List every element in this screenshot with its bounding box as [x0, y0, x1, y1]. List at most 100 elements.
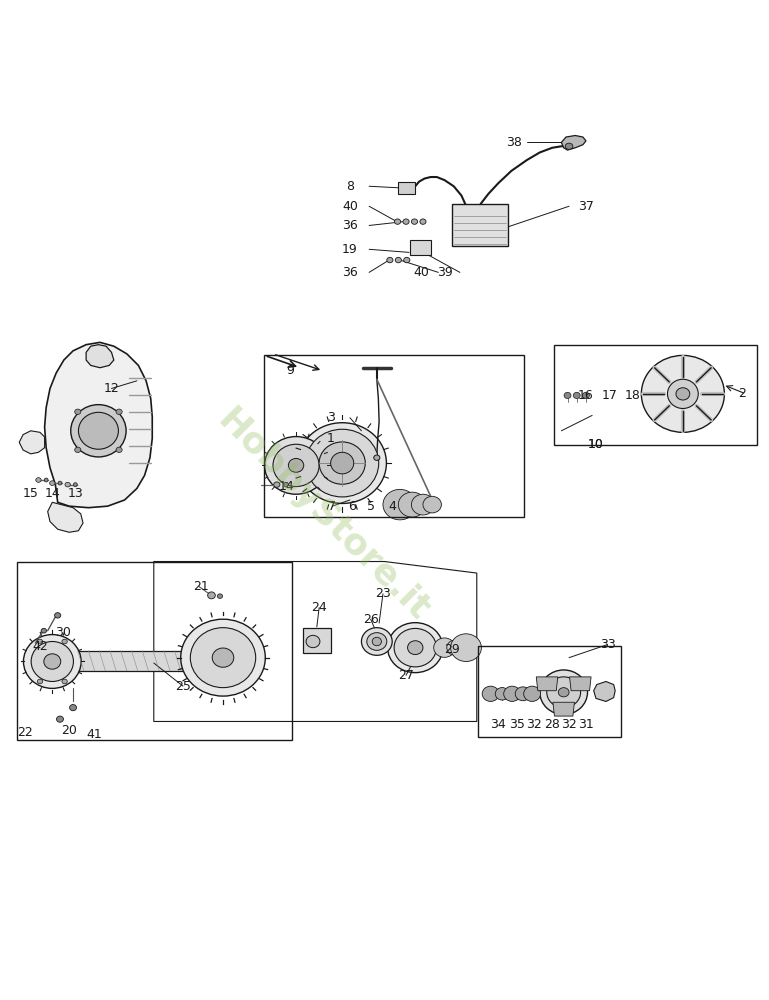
- Ellipse shape: [372, 637, 381, 646]
- Ellipse shape: [495, 688, 509, 700]
- Ellipse shape: [217, 594, 223, 598]
- Bar: [17, 562, 292, 740]
- Ellipse shape: [306, 635, 320, 648]
- Ellipse shape: [395, 257, 401, 263]
- Text: 39: 39: [437, 266, 452, 279]
- Bar: [303, 628, 331, 653]
- Text: 42: 42: [32, 640, 48, 653]
- Text: 27: 27: [398, 669, 414, 682]
- Ellipse shape: [540, 670, 588, 715]
- Text: 19: 19: [342, 243, 358, 256]
- Polygon shape: [86, 345, 114, 368]
- Text: 13: 13: [68, 487, 83, 500]
- Ellipse shape: [75, 447, 81, 453]
- Text: 14: 14: [278, 480, 294, 493]
- Text: 35: 35: [509, 718, 524, 731]
- Text: 17: 17: [602, 389, 618, 402]
- Ellipse shape: [319, 442, 365, 484]
- Bar: [398, 182, 415, 194]
- Polygon shape: [553, 702, 574, 716]
- Text: 25: 25: [175, 680, 191, 693]
- Ellipse shape: [55, 613, 61, 618]
- Text: 15: 15: [23, 487, 38, 500]
- Ellipse shape: [411, 494, 434, 515]
- Text: 28: 28: [544, 718, 560, 731]
- Ellipse shape: [565, 143, 573, 149]
- Bar: [75, 651, 191, 671]
- Ellipse shape: [667, 379, 698, 408]
- Text: 23: 23: [375, 587, 391, 600]
- Bar: [410, 240, 431, 255]
- Ellipse shape: [447, 640, 464, 655]
- Ellipse shape: [387, 257, 393, 263]
- Text: 31: 31: [578, 718, 594, 731]
- Text: 1: 1: [327, 432, 335, 445]
- Text: 10: 10: [588, 438, 604, 451]
- Ellipse shape: [65, 482, 71, 487]
- Ellipse shape: [403, 219, 409, 224]
- Ellipse shape: [74, 483, 77, 487]
- Ellipse shape: [641, 355, 724, 432]
- Ellipse shape: [564, 392, 571, 398]
- Text: 22: 22: [17, 726, 32, 739]
- Ellipse shape: [181, 619, 265, 696]
- Ellipse shape: [547, 677, 581, 708]
- Ellipse shape: [331, 452, 354, 474]
- Text: 30: 30: [55, 626, 71, 639]
- Ellipse shape: [434, 638, 455, 657]
- Bar: [189, 648, 197, 673]
- Ellipse shape: [420, 219, 426, 224]
- Ellipse shape: [31, 641, 74, 681]
- Text: 12: 12: [104, 382, 119, 395]
- Ellipse shape: [298, 423, 387, 503]
- Ellipse shape: [62, 639, 68, 644]
- Ellipse shape: [191, 628, 255, 688]
- Ellipse shape: [374, 455, 380, 460]
- Ellipse shape: [212, 648, 234, 667]
- Text: 21: 21: [194, 580, 209, 593]
- Text: 34: 34: [491, 718, 506, 731]
- Polygon shape: [48, 502, 83, 532]
- Ellipse shape: [42, 628, 46, 633]
- Text: HobbyStore.it: HobbyStore.it: [211, 403, 435, 628]
- Ellipse shape: [208, 592, 215, 599]
- Ellipse shape: [265, 437, 328, 494]
- Ellipse shape: [398, 492, 426, 517]
- Ellipse shape: [394, 628, 437, 667]
- Ellipse shape: [75, 409, 81, 414]
- Text: 32: 32: [561, 718, 577, 731]
- Ellipse shape: [408, 641, 423, 655]
- Text: 14: 14: [45, 487, 60, 500]
- Ellipse shape: [71, 405, 126, 457]
- Ellipse shape: [404, 257, 410, 263]
- Bar: [478, 646, 621, 737]
- Text: 40: 40: [342, 200, 358, 213]
- Text: 40: 40: [414, 266, 429, 279]
- Text: 8: 8: [346, 180, 354, 193]
- Polygon shape: [594, 681, 615, 701]
- Ellipse shape: [306, 429, 378, 497]
- Ellipse shape: [23, 635, 82, 688]
- Text: 20: 20: [62, 724, 77, 737]
- Polygon shape: [561, 135, 586, 150]
- Text: 29: 29: [444, 643, 460, 656]
- Text: 33: 33: [600, 638, 615, 651]
- Text: 41: 41: [86, 728, 102, 741]
- Ellipse shape: [284, 482, 288, 487]
- Text: 4: 4: [388, 500, 396, 513]
- Ellipse shape: [388, 623, 443, 673]
- Text: 36: 36: [342, 219, 358, 232]
- Text: 38: 38: [506, 136, 521, 149]
- Ellipse shape: [423, 496, 441, 513]
- Polygon shape: [45, 342, 152, 508]
- Ellipse shape: [58, 481, 62, 485]
- Ellipse shape: [44, 654, 61, 669]
- Ellipse shape: [515, 687, 531, 701]
- Text: 32: 32: [526, 718, 541, 731]
- Polygon shape: [19, 431, 45, 454]
- Ellipse shape: [583, 392, 589, 398]
- Text: 3: 3: [327, 411, 335, 424]
- Polygon shape: [536, 677, 558, 691]
- Ellipse shape: [524, 686, 541, 701]
- Ellipse shape: [116, 447, 122, 453]
